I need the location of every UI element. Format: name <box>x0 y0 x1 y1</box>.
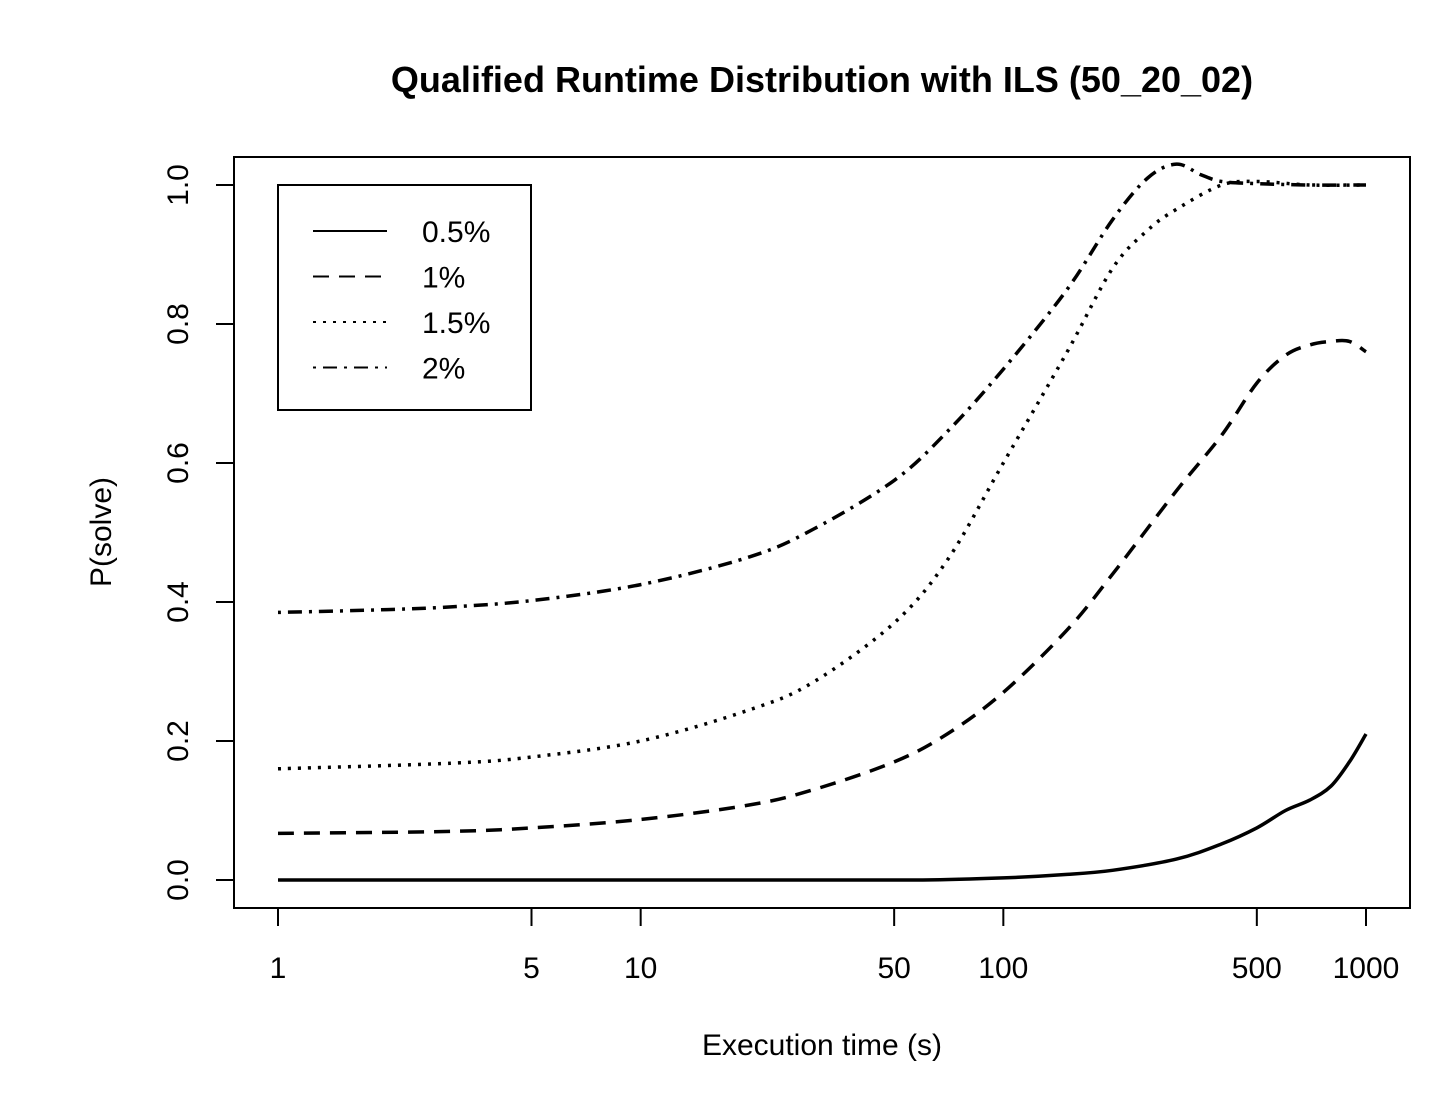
x-tick-label: 1 <box>270 952 287 985</box>
y-tick-label: 0.0 <box>162 859 195 901</box>
x-axis: 1 5 10 50 100 500 1000 <box>270 907 1400 985</box>
y-axis-label: P(solve) <box>85 477 118 587</box>
y-tick-label: 0.8 <box>162 303 195 345</box>
series-line-4 <box>277 162 1367 615</box>
x-tick-label: 10 <box>624 952 657 985</box>
y-tick-label: 0.2 <box>162 720 195 762</box>
x-tick-label: 100 <box>978 952 1028 985</box>
legend-box <box>277 184 532 411</box>
x-axis-label: Execution time (s) <box>702 1029 942 1062</box>
y-tick-label: 0.6 <box>162 442 195 484</box>
legend-label-3: 1.5% <box>422 307 490 340</box>
legend: 0.5% 1% 1.5% 2% <box>277 184 532 411</box>
x-tick-label: 50 <box>877 952 910 985</box>
legend-label-4: 2% <box>422 353 465 386</box>
x-tick-label: 500 <box>1232 952 1282 985</box>
series-lines <box>277 162 1368 882</box>
series-line-2 <box>277 338 1367 836</box>
x-tick-label: 5 <box>523 952 540 985</box>
y-tick-label: 1.0 <box>162 164 195 206</box>
y-tick-label: 0.4 <box>162 581 195 623</box>
x-tick-label: 1000 <box>1333 952 1400 985</box>
chart-title: Qualified Runtime Distribution with ILS … <box>391 59 1253 100</box>
series-line-3 <box>277 179 1367 771</box>
y-axis: 0.0 0.2 0.4 0.6 0.8 1.0 <box>162 164 235 901</box>
legend-label-2: 1% <box>422 262 465 295</box>
legend-label-1: 0.5% <box>422 216 490 249</box>
series-line-1 <box>278 733 1368 882</box>
